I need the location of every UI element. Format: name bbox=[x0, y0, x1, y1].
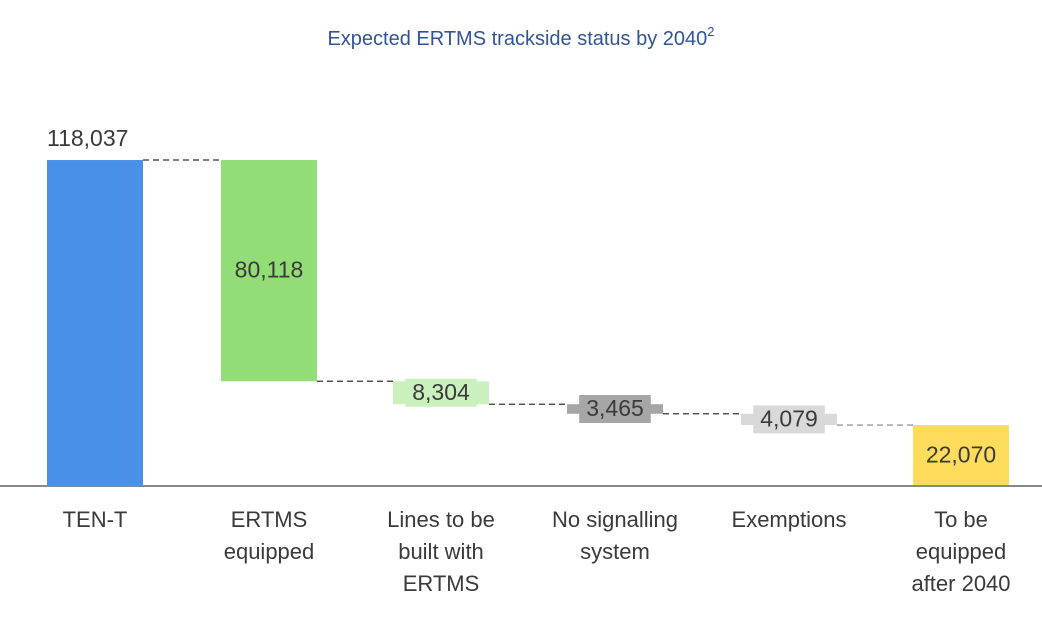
value-label: 3,465 bbox=[586, 395, 644, 421]
label-box bbox=[753, 405, 825, 434]
value-label: 8,304 bbox=[412, 379, 470, 405]
x-tick-label: equipped bbox=[224, 539, 315, 564]
x-tick-label: after 2040 bbox=[911, 571, 1010, 596]
x-tick-label: Exemptions bbox=[732, 507, 847, 532]
bar bbox=[913, 425, 1009, 486]
value-label: 118,037 bbox=[47, 125, 128, 151]
x-tick-label: ERTMS bbox=[403, 571, 480, 596]
value-label: 22,070 bbox=[926, 442, 996, 468]
bar bbox=[47, 160, 143, 486]
x-tick-label: built with bbox=[398, 539, 484, 564]
x-tick-label: TEN-T bbox=[63, 507, 128, 532]
label-box bbox=[405, 378, 477, 407]
x-tick-label: Lines to be bbox=[387, 507, 495, 532]
x-tick-label: ERTMS bbox=[231, 507, 308, 532]
title-note: 2 bbox=[707, 24, 714, 39]
x-tick-label: system bbox=[580, 539, 650, 564]
title-text: Expected ERTMS trackside status by 2040 bbox=[327, 28, 707, 50]
x-tick-label: No signalling bbox=[552, 507, 678, 532]
bar bbox=[221, 160, 317, 382]
label-box bbox=[579, 394, 651, 423]
x-tick-label: To be bbox=[934, 507, 988, 532]
chart-title: Expected ERTMS trackside status by 20402 bbox=[327, 24, 714, 50]
value-label: 80,118 bbox=[235, 257, 304, 283]
x-tick-label: equipped bbox=[916, 539, 1007, 564]
value-label: 4,079 bbox=[760, 405, 818, 431]
